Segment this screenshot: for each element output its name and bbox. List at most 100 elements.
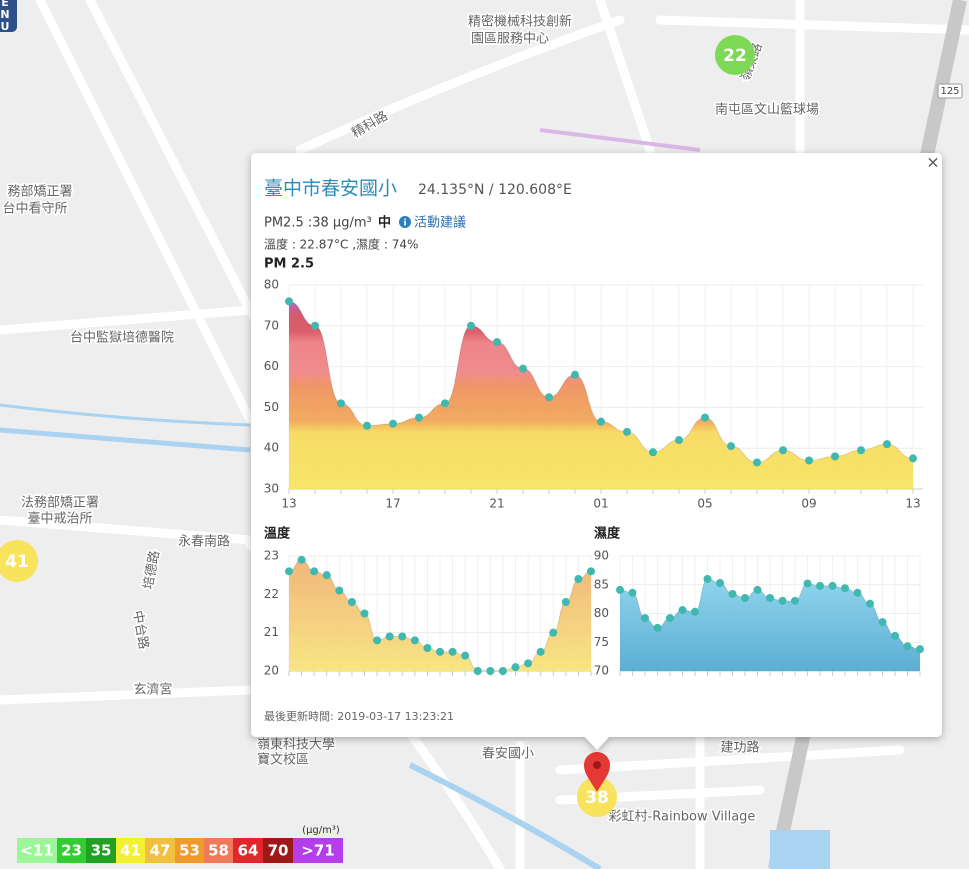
x-tick-label: 09 bbox=[801, 497, 816, 511]
data-point bbox=[816, 581, 824, 590]
map-label: 法務部矯正署 bbox=[21, 496, 99, 511]
updated-time: 最後更新時間: 2019-03-17 13:23:21 bbox=[264, 709, 454, 723]
x-tick-label: 01 bbox=[593, 497, 608, 511]
badge-label[interactable]: 22 bbox=[723, 46, 747, 66]
data-point bbox=[545, 393, 553, 402]
legend-label: >71 bbox=[301, 842, 334, 860]
weather: 溫度 : 22.87°C ,濕度 : 74% bbox=[264, 237, 418, 252]
y-tick-label: 75 bbox=[594, 635, 609, 649]
data-point bbox=[728, 589, 737, 598]
badge[interactable] bbox=[0, 540, 38, 582]
data-point bbox=[322, 571, 331, 580]
chart-title: 濕度 bbox=[594, 526, 621, 542]
legend-swatch bbox=[204, 838, 233, 863]
data-point bbox=[641, 614, 649, 623]
map-label: 永春南路 bbox=[178, 534, 230, 550]
legend-label: 70 bbox=[268, 842, 289, 860]
popup-tip bbox=[584, 736, 610, 750]
y-tick-label: 20 bbox=[264, 664, 279, 678]
data-point bbox=[831, 452, 839, 461]
legend-label: 64 bbox=[238, 842, 259, 860]
data-point bbox=[415, 413, 423, 422]
map-label: 精密機械科技創新 bbox=[468, 14, 572, 30]
data-point bbox=[486, 667, 495, 675]
info-icon[interactable] bbox=[399, 216, 411, 228]
legend-label: 53 bbox=[179, 842, 200, 860]
y-tick-label: 90 bbox=[594, 549, 609, 563]
aqi-legend: (μg/m³) <11 23 35 41 47 53 58 64 70 >71 bbox=[17, 825, 343, 863]
data-point bbox=[841, 584, 849, 593]
data-point bbox=[561, 598, 570, 606]
data-point bbox=[778, 596, 787, 605]
data-point bbox=[347, 598, 356, 606]
data-point bbox=[360, 609, 369, 618]
x-tick-label: 21 bbox=[489, 497, 504, 511]
legend-swatch bbox=[57, 838, 86, 863]
legend-swatch bbox=[86, 838, 116, 863]
x-tick-label: 17 bbox=[385, 497, 400, 511]
data-point bbox=[297, 555, 306, 564]
pm-reading: PM2.5 :38 μg/m³ bbox=[264, 216, 372, 231]
data-point bbox=[473, 667, 482, 675]
data-point bbox=[803, 579, 812, 588]
data-point bbox=[373, 636, 382, 645]
chart-title: 溫度 bbox=[264, 526, 291, 542]
data-point bbox=[909, 454, 917, 463]
badge-label[interactable]: 41 bbox=[5, 552, 29, 572]
y-tick-label: 21 bbox=[264, 625, 279, 639]
badge[interactable] bbox=[715, 35, 755, 75]
menu-letter: U bbox=[1, 20, 10, 33]
pin-dot bbox=[593, 761, 601, 769]
map-label: 彩虹村-Rainbow Village bbox=[609, 810, 756, 825]
chart: PM 2.5 30 40 50 60 70 80 13 17 21 01 05 09 13 bbox=[264, 257, 923, 511]
data-point bbox=[310, 567, 319, 576]
station-name: 臺中市春安國小 bbox=[264, 178, 397, 200]
data-point bbox=[461, 651, 470, 660]
map-label: 玄濟宮 bbox=[133, 682, 172, 698]
legend-label: 41 bbox=[120, 842, 141, 860]
area bbox=[289, 301, 913, 489]
data-point bbox=[524, 659, 533, 668]
advice-link[interactable]: 活動建議 bbox=[414, 216, 466, 231]
y-tick-label: 60 bbox=[264, 359, 279, 373]
data-point bbox=[805, 456, 813, 465]
menu-button[interactable] bbox=[0, 0, 17, 32]
data-point bbox=[675, 436, 683, 445]
badge-label[interactable]: 38 bbox=[585, 788, 609, 808]
pin[interactable] bbox=[584, 752, 610, 792]
close-button[interactable]: × bbox=[926, 153, 939, 172]
map-label: 寶文校區 bbox=[257, 752, 309, 768]
area bbox=[289, 559, 591, 671]
menu-letter: E bbox=[1, 0, 9, 9]
y-tick-label: 70 bbox=[594, 664, 609, 678]
badge[interactable] bbox=[577, 777, 617, 817]
data-point bbox=[741, 593, 749, 602]
menu-letter: N bbox=[0, 8, 9, 21]
x-tick-label: 13 bbox=[281, 497, 296, 511]
data-point bbox=[385, 632, 394, 641]
data-point bbox=[335, 586, 344, 595]
legend-label: 58 bbox=[208, 842, 229, 860]
data-point bbox=[828, 581, 837, 590]
map-label: 125 bbox=[940, 86, 959, 97]
y-tick-label: 40 bbox=[264, 441, 279, 455]
data-point bbox=[678, 606, 687, 615]
legend-swatch bbox=[175, 838, 204, 863]
menu-tab[interactable]: E N U bbox=[0, 0, 17, 33]
data-point bbox=[753, 585, 762, 594]
legend-swatch bbox=[233, 838, 263, 863]
data-point bbox=[716, 579, 724, 588]
chart-title: PM 2.5 bbox=[264, 257, 314, 272]
data-point bbox=[448, 647, 457, 656]
data-point bbox=[853, 588, 862, 597]
map-label: 園區服務中心 bbox=[471, 32, 549, 47]
popup: × 臺中市春安國小 24.135°N / 120.608°E PM2.5 :38… bbox=[251, 153, 942, 750]
data-point bbox=[441, 399, 449, 408]
x-tick-label: 05 bbox=[697, 497, 712, 511]
data-point bbox=[436, 647, 444, 656]
info-glyph: i bbox=[403, 219, 406, 229]
data-point bbox=[493, 338, 501, 347]
station-badges[interactable]: 22 41 38 bbox=[0, 35, 755, 817]
legend-unit: (μg/m³) bbox=[302, 825, 340, 836]
